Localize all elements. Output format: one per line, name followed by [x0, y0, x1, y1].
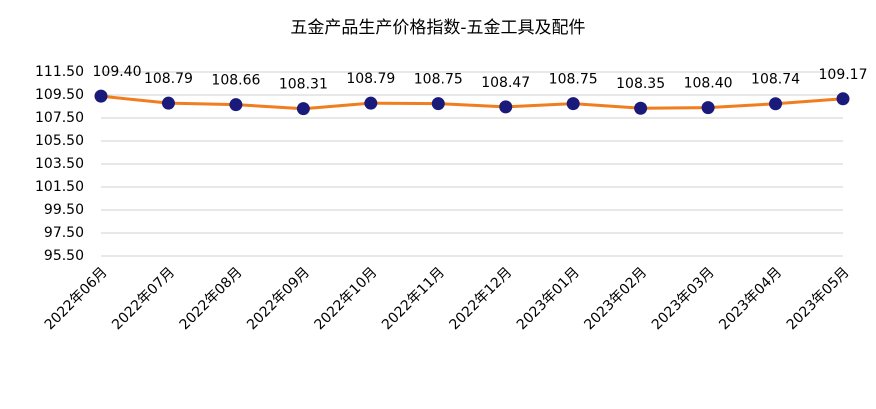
data-label: 108.79 — [346, 71, 395, 87]
x-tick-label: 2022年11月 — [379, 264, 448, 333]
x-tick-label: 2022年12月 — [446, 264, 515, 333]
line — [100, 94, 844, 111]
x-tick-label: 2022年08月 — [177, 264, 246, 333]
data-label: 108.75 — [414, 72, 463, 88]
x-tick-label: 2023年04月 — [716, 264, 785, 333]
x-tick-label: 2022年07月 — [109, 264, 178, 333]
data-label: 108.79 — [144, 71, 193, 87]
x-tick-label: 2023年03月 — [649, 264, 718, 333]
y-tick-label: 101.50 — [35, 179, 84, 195]
marker — [364, 96, 378, 110]
marker — [94, 89, 108, 103]
marker — [566, 97, 580, 111]
chart-title: 五金产品生产价格指数-五金工具及配件 — [290, 18, 585, 38]
x-tick-label: 2023年01月 — [514, 264, 583, 333]
marker — [701, 101, 715, 115]
x-tick-label: 2023年02月 — [581, 264, 650, 333]
y-tick-label: 103.50 — [35, 156, 84, 172]
data-label: 108.47 — [481, 75, 530, 91]
y-tick-label: 107.50 — [35, 110, 84, 126]
marker — [229, 98, 243, 112]
data-label: 109.40 — [93, 64, 142, 80]
marker — [499, 100, 513, 114]
y-tick-label: 109.50 — [35, 87, 84, 103]
x-tick-label: 2022年09月 — [244, 264, 313, 333]
data-label: 108.40 — [684, 76, 733, 92]
data-label: 108.75 — [549, 72, 598, 88]
marker — [161, 96, 175, 110]
data-label: 108.74 — [751, 72, 800, 88]
x-tick-label: 2022年06月 — [42, 264, 111, 333]
marker — [296, 102, 310, 116]
marker — [836, 92, 850, 106]
x-tick-label: 2023年05月 — [784, 264, 853, 333]
data-label: 108.35 — [616, 76, 665, 92]
data-label: 108.66 — [211, 73, 260, 89]
y-tick-label: 99.50 — [44, 202, 84, 218]
marker — [431, 97, 445, 111]
y-tick-label: 95.50 — [44, 248, 84, 264]
y-tick-label: 111.50 — [35, 64, 84, 80]
marker — [634, 101, 648, 115]
y-tick-label: 105.50 — [35, 133, 84, 149]
y-tick-label: 97.50 — [44, 225, 84, 241]
x-tick-label: 2022年10月 — [312, 264, 381, 333]
marker — [769, 97, 783, 111]
data-label: 108.31 — [279, 77, 328, 93]
data-label: 109.17 — [819, 67, 868, 83]
